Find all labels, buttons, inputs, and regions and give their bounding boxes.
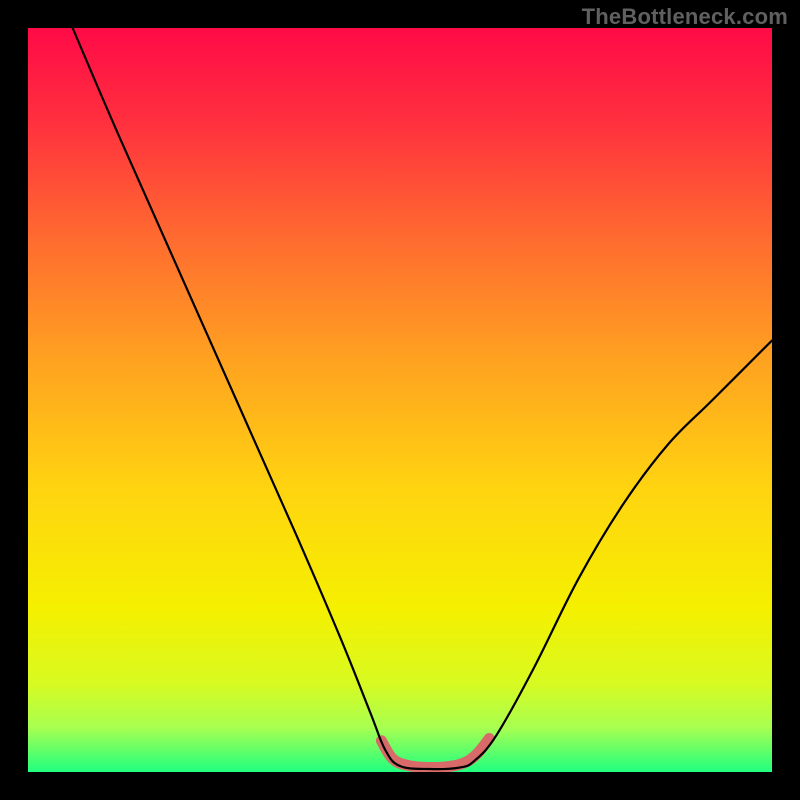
frame-border-bottom: [0, 772, 800, 800]
plot-background: [28, 28, 772, 772]
frame-border-left: [0, 0, 28, 800]
chart-container: TheBottleneck.com: [0, 0, 800, 800]
frame-border-right: [772, 0, 800, 800]
bottleneck-chart: [0, 0, 800, 800]
watermark-text: TheBottleneck.com: [582, 4, 788, 30]
